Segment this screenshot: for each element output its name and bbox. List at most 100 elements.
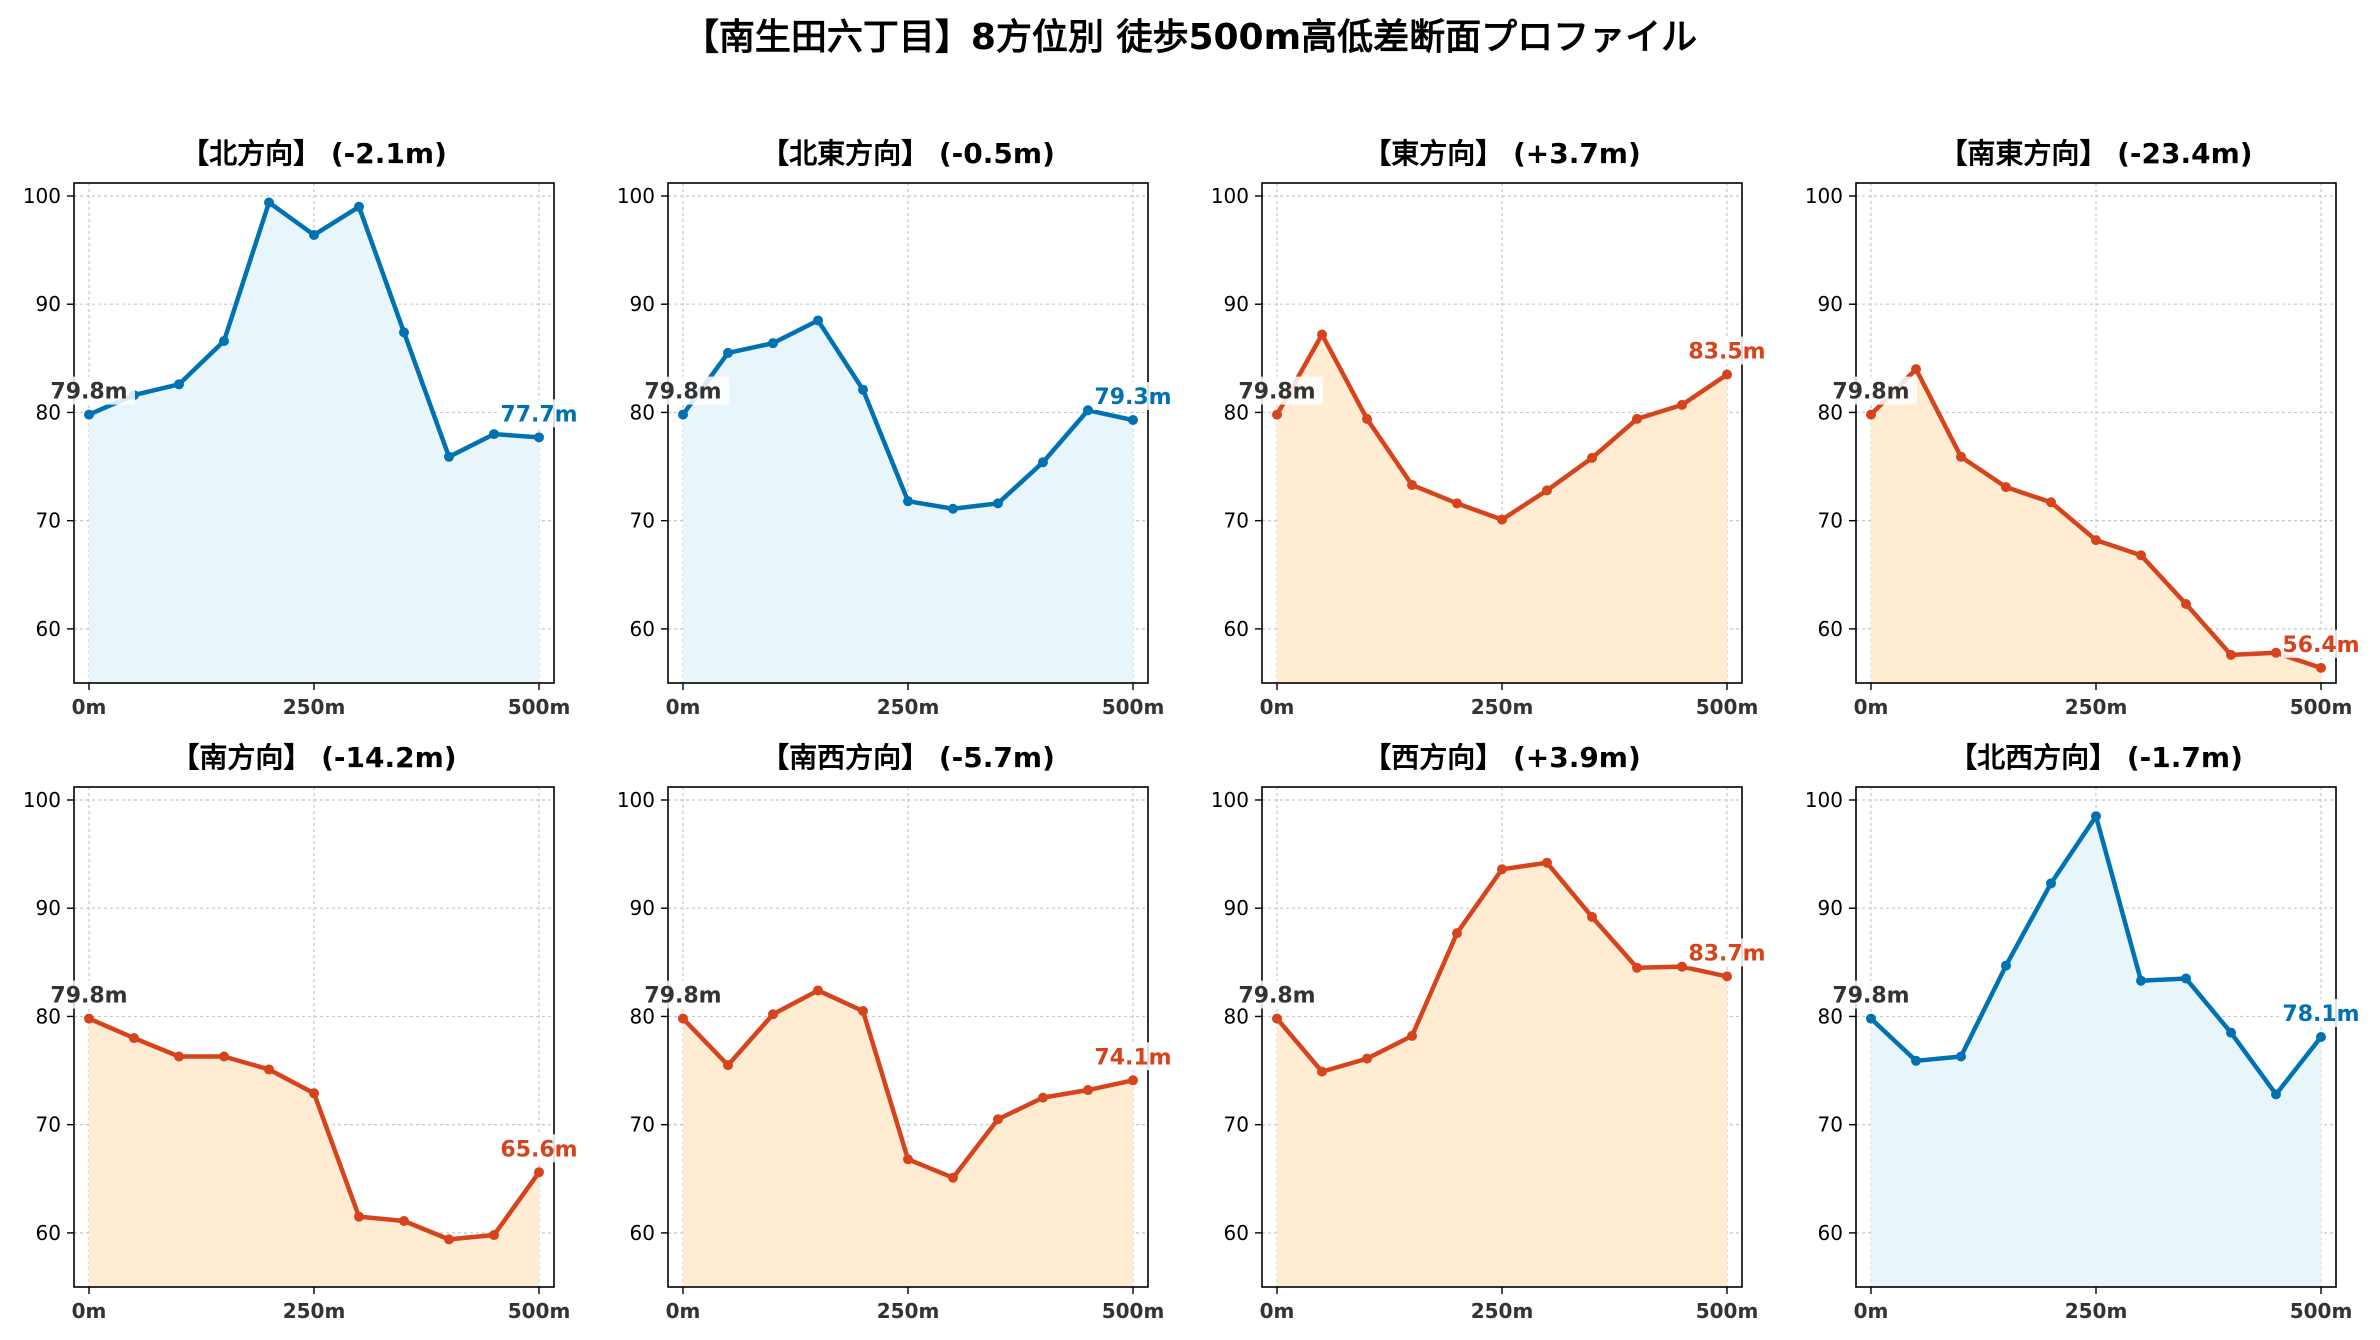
data-point: [1587, 452, 1597, 463]
y-tick-label: 70: [36, 509, 61, 533]
start-label: 79.8m: [644, 984, 721, 1009]
data-point: [1272, 1013, 1282, 1024]
data-point: [2271, 1089, 2281, 1100]
start-label-bg: [57, 376, 135, 405]
y-tick-label: 80: [1818, 1004, 1843, 1028]
data-point: [1542, 485, 1552, 496]
end-label-bg: [499, 399, 579, 428]
x-tick-label: 250m: [283, 695, 346, 719]
panel-title: 【北東方向】 (-0.5m): [761, 137, 1055, 170]
data-point: [993, 498, 1003, 509]
y-tick-label: 60: [1818, 1221, 1843, 1245]
start-label-bg: [651, 980, 729, 1009]
y-tick-label: 100: [1805, 184, 1843, 208]
data-point: [1317, 329, 1327, 340]
start-label: 79.8m: [1238, 984, 1315, 1009]
data-point: [2091, 811, 2101, 822]
data-point: [1677, 961, 1687, 972]
end-label-bg: [499, 1134, 579, 1163]
chart-panel: 【南方向】 (-14.2m) 60 70 80 90 100 0m 250m 500m 79.8m…: [23, 741, 579, 1323]
start-label-bg: [1839, 980, 1917, 1009]
data-point: [768, 338, 778, 349]
y-tick-label: 80: [1818, 400, 1843, 424]
data-point: [993, 1114, 1003, 1125]
panel-title: 【西方向】 (+3.9m): [1363, 741, 1641, 774]
panel-title: 【北方向】 (-2.1m): [181, 137, 447, 170]
area-fill: [1277, 334, 1727, 683]
y-tick-label: 100: [617, 788, 655, 812]
start-label: 79.8m: [50, 984, 127, 1009]
end-label: 83.5m: [1688, 340, 1765, 365]
x-tick-label: 250m: [877, 695, 940, 719]
area-fill: [683, 990, 1133, 1287]
y-tick-label: 70: [36, 1113, 61, 1137]
end-label-bg: [1687, 938, 1767, 967]
data-point: [264, 197, 274, 208]
data-point: [219, 1051, 229, 1062]
area-fill: [1871, 369, 2321, 683]
y-tick-label: 90: [630, 896, 655, 920]
data-point: [1632, 413, 1642, 424]
data-point: [1497, 514, 1507, 525]
end-label-bg: [2281, 999, 2361, 1027]
data-point: [858, 384, 868, 395]
area-fill: [89, 1018, 539, 1287]
data-point: [489, 429, 499, 440]
end-label-bg: [1093, 1042, 1173, 1071]
y-tick-label: 70: [1818, 1113, 1843, 1137]
start-label-bg: [1839, 376, 1917, 405]
x-tick-label: 250m: [1471, 1299, 1534, 1323]
data-point: [354, 201, 364, 212]
start-label: 79.8m: [644, 380, 721, 405]
data-point: [1452, 928, 1462, 939]
panel-title: 【南西方向】 (-5.7m): [761, 741, 1055, 774]
panel-title: 【東方向】 (+3.7m): [1363, 137, 1641, 170]
data-point: [1866, 409, 1876, 420]
y-tick-label: 90: [1818, 292, 1843, 316]
data-point: [444, 1234, 454, 1245]
y-tick-label: 80: [630, 400, 655, 424]
data-point: [1677, 399, 1687, 410]
panel-title: 【南東方向】 (-23.4m): [1939, 137, 2252, 170]
end-label: 78.1m: [2282, 1002, 2359, 1027]
data-point: [1722, 971, 1732, 982]
data-point: [1128, 415, 1138, 426]
data-point: [678, 409, 688, 420]
data-point: [129, 1033, 139, 1044]
y-tick-label: 60: [630, 617, 655, 641]
data-point: [2046, 878, 2056, 889]
y-tick-label: 70: [1818, 509, 1843, 533]
start-label-bg: [1245, 376, 1323, 405]
y-tick-label: 80: [1224, 1004, 1249, 1028]
x-tick-label: 0m: [1260, 1299, 1295, 1323]
end-label: 79.3m: [1094, 385, 1171, 410]
data-point: [948, 1172, 958, 1183]
x-tick-label: 500m: [1102, 1299, 1165, 1323]
data-point: [174, 1051, 184, 1062]
y-tick-label: 100: [23, 788, 61, 812]
y-tick-label: 60: [1224, 617, 1249, 641]
data-point: [1587, 911, 1597, 922]
data-point: [1452, 498, 1462, 509]
start-label: 79.8m: [50, 380, 127, 405]
data-point: [2001, 960, 2011, 971]
data-point: [2136, 975, 2146, 986]
chart-panel: 【南西方向】 (-5.7m) 60 70 80 90 100 0m 250m 500m 79.8m…: [617, 741, 1173, 1323]
y-tick-label: 80: [1224, 400, 1249, 424]
area-fill: [1871, 816, 2321, 1287]
x-tick-label: 500m: [508, 1299, 571, 1323]
data-point: [1911, 364, 1921, 375]
x-tick-label: 250m: [283, 1299, 346, 1323]
y-tick-label: 100: [1211, 184, 1249, 208]
data-point: [489, 1230, 499, 1241]
data-point: [219, 336, 229, 347]
data-point: [309, 229, 319, 240]
data-point: [1317, 1066, 1327, 1077]
start-label: 79.8m: [1832, 984, 1909, 1009]
data-point: [1362, 1053, 1372, 1064]
y-tick-label: 100: [617, 184, 655, 208]
data-point: [1272, 409, 1282, 420]
y-tick-label: 90: [630, 292, 655, 316]
chart-panel: 【北方向】 (-2.1m) 60 70 80 90 100 0m 250m 500m 79.8m 7…: [23, 137, 579, 719]
